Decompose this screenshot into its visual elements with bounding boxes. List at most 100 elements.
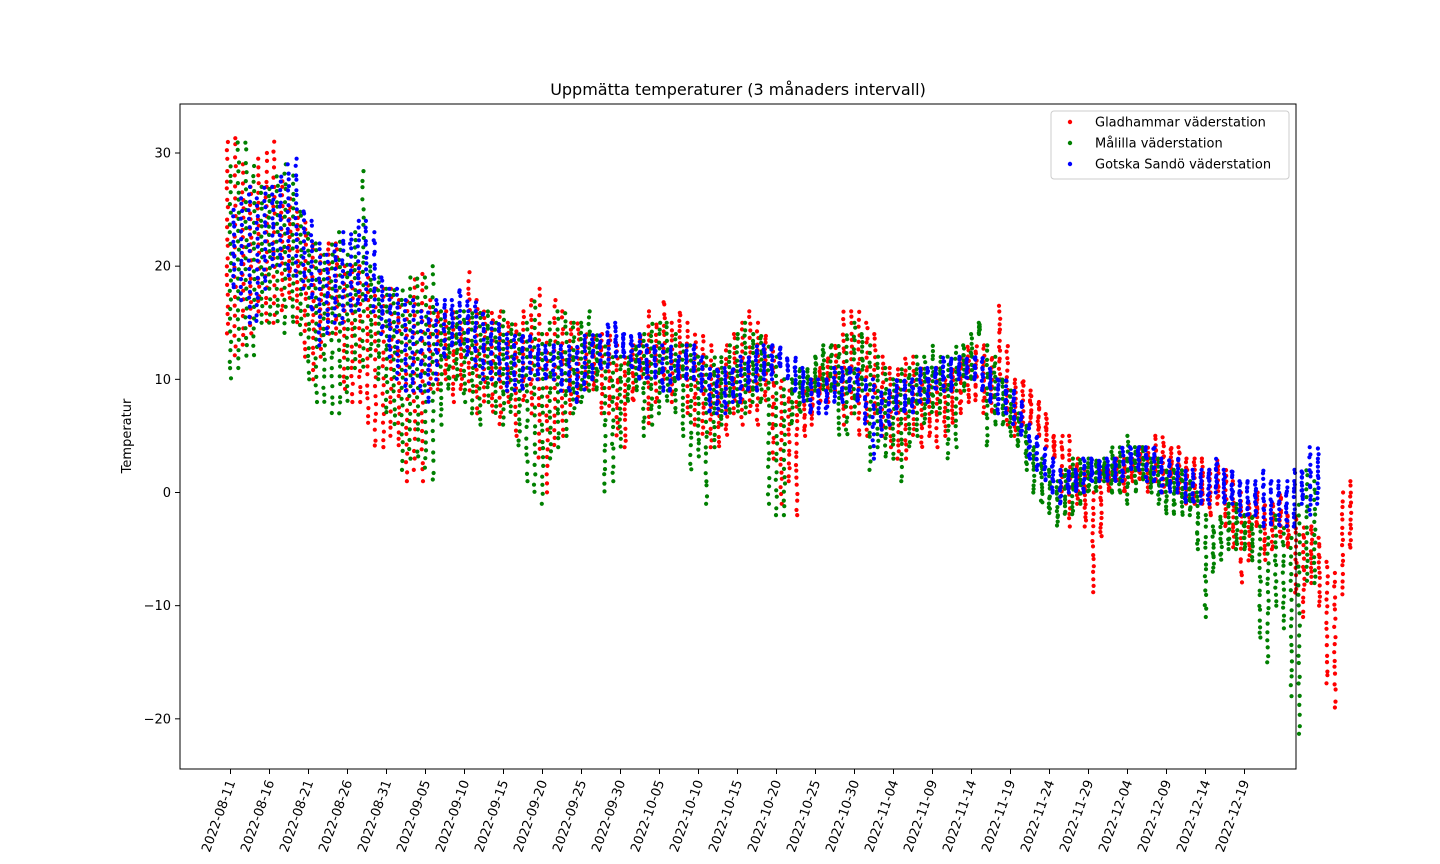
- data-point: [610, 399, 615, 404]
- data-point: [856, 347, 861, 352]
- data-point: [348, 298, 353, 303]
- data-point: [508, 404, 513, 409]
- data-point: [887, 371, 892, 376]
- data-point: [275, 183, 280, 188]
- data-point: [875, 361, 880, 366]
- data-point: [270, 192, 275, 197]
- data-point: [355, 281, 360, 286]
- data-point: [277, 233, 282, 238]
- data-point: [458, 293, 463, 299]
- data-point: [1091, 511, 1096, 516]
- data-point: [786, 432, 791, 437]
- data-point: [958, 410, 963, 416]
- data-point: [1125, 501, 1130, 506]
- data-point: [590, 337, 595, 342]
- data-point: [511, 342, 517, 348]
- data-point: [451, 399, 456, 405]
- data-point: [1301, 609, 1306, 614]
- data-point: [309, 264, 314, 269]
- data-point: [257, 284, 262, 289]
- data-point: [396, 318, 401, 323]
- data-point: [392, 413, 398, 418]
- data-point: [903, 438, 908, 443]
- data-point: [685, 328, 690, 334]
- data-point: [1332, 705, 1337, 710]
- data-point: [256, 298, 261, 304]
- data-point: [673, 398, 678, 403]
- data-point: [1258, 625, 1263, 630]
- data-point: [501, 380, 506, 385]
- data-point: [790, 405, 795, 410]
- data-point: [907, 372, 912, 378]
- data-point: [1317, 603, 1322, 608]
- data-point: [251, 246, 257, 251]
- data-point: [520, 373, 525, 379]
- data-point: [1227, 527, 1232, 532]
- data-point: [373, 321, 378, 326]
- data-point: [243, 140, 248, 145]
- data-point: [1005, 356, 1010, 361]
- data-point: [457, 320, 462, 325]
- data-point: [247, 289, 252, 294]
- data-point: [1125, 475, 1131, 480]
- data-point: [306, 335, 311, 340]
- data-point: [794, 507, 799, 513]
- data-point: [298, 301, 303, 306]
- data-point: [1195, 530, 1200, 535]
- data-point: [493, 410, 498, 415]
- data-point: [423, 448, 429, 453]
- data-point: [329, 410, 334, 416]
- data-point: [431, 458, 436, 463]
- data-point: [379, 275, 384, 280]
- data-point: [794, 433, 799, 438]
- data-point: [575, 367, 580, 372]
- data-point: [387, 334, 392, 339]
- data-point: [1258, 529, 1263, 534]
- data-point: [664, 325, 669, 330]
- data-point: [545, 394, 550, 399]
- data-point: [236, 326, 241, 331]
- data-point: [407, 437, 412, 443]
- data-point: [1266, 654, 1271, 659]
- data-point: [426, 372, 431, 377]
- data-point: [524, 389, 530, 394]
- data-point: [280, 292, 285, 297]
- data-point: [344, 350, 349, 355]
- data-point: [317, 314, 322, 319]
- data-point: [946, 423, 951, 428]
- data-point: [387, 322, 392, 327]
- data-point: [594, 378, 599, 383]
- data-point: [271, 207, 276, 213]
- data-point: [844, 359, 849, 364]
- data-point: [466, 286, 471, 291]
- data-point: [376, 343, 381, 348]
- data-point: [332, 296, 337, 301]
- data-point: [898, 401, 903, 406]
- data-point: [247, 248, 252, 254]
- data-point: [1203, 513, 1208, 518]
- data-point: [405, 451, 410, 456]
- data-point: [755, 408, 760, 413]
- data-point: [508, 409, 513, 414]
- data-point: [228, 268, 233, 273]
- data-point: [298, 292, 304, 297]
- data-point: [525, 347, 530, 352]
- data-point: [1098, 525, 1103, 530]
- data-point: [313, 356, 318, 361]
- data-point: [606, 369, 611, 374]
- data-point: [235, 308, 241, 313]
- data-point: [899, 416, 904, 422]
- data-point: [376, 338, 381, 343]
- data-point: [418, 383, 423, 389]
- data-point: [263, 205, 268, 210]
- data-point: [333, 300, 338, 305]
- data-point: [255, 252, 260, 257]
- data-point: [1250, 541, 1255, 546]
- data-point: [567, 338, 572, 343]
- data-point: [883, 365, 888, 371]
- data-point: [1304, 495, 1309, 500]
- data-point: [454, 357, 459, 362]
- data-point: [899, 474, 904, 479]
- data-point: [470, 398, 475, 403]
- data-point: [373, 402, 379, 407]
